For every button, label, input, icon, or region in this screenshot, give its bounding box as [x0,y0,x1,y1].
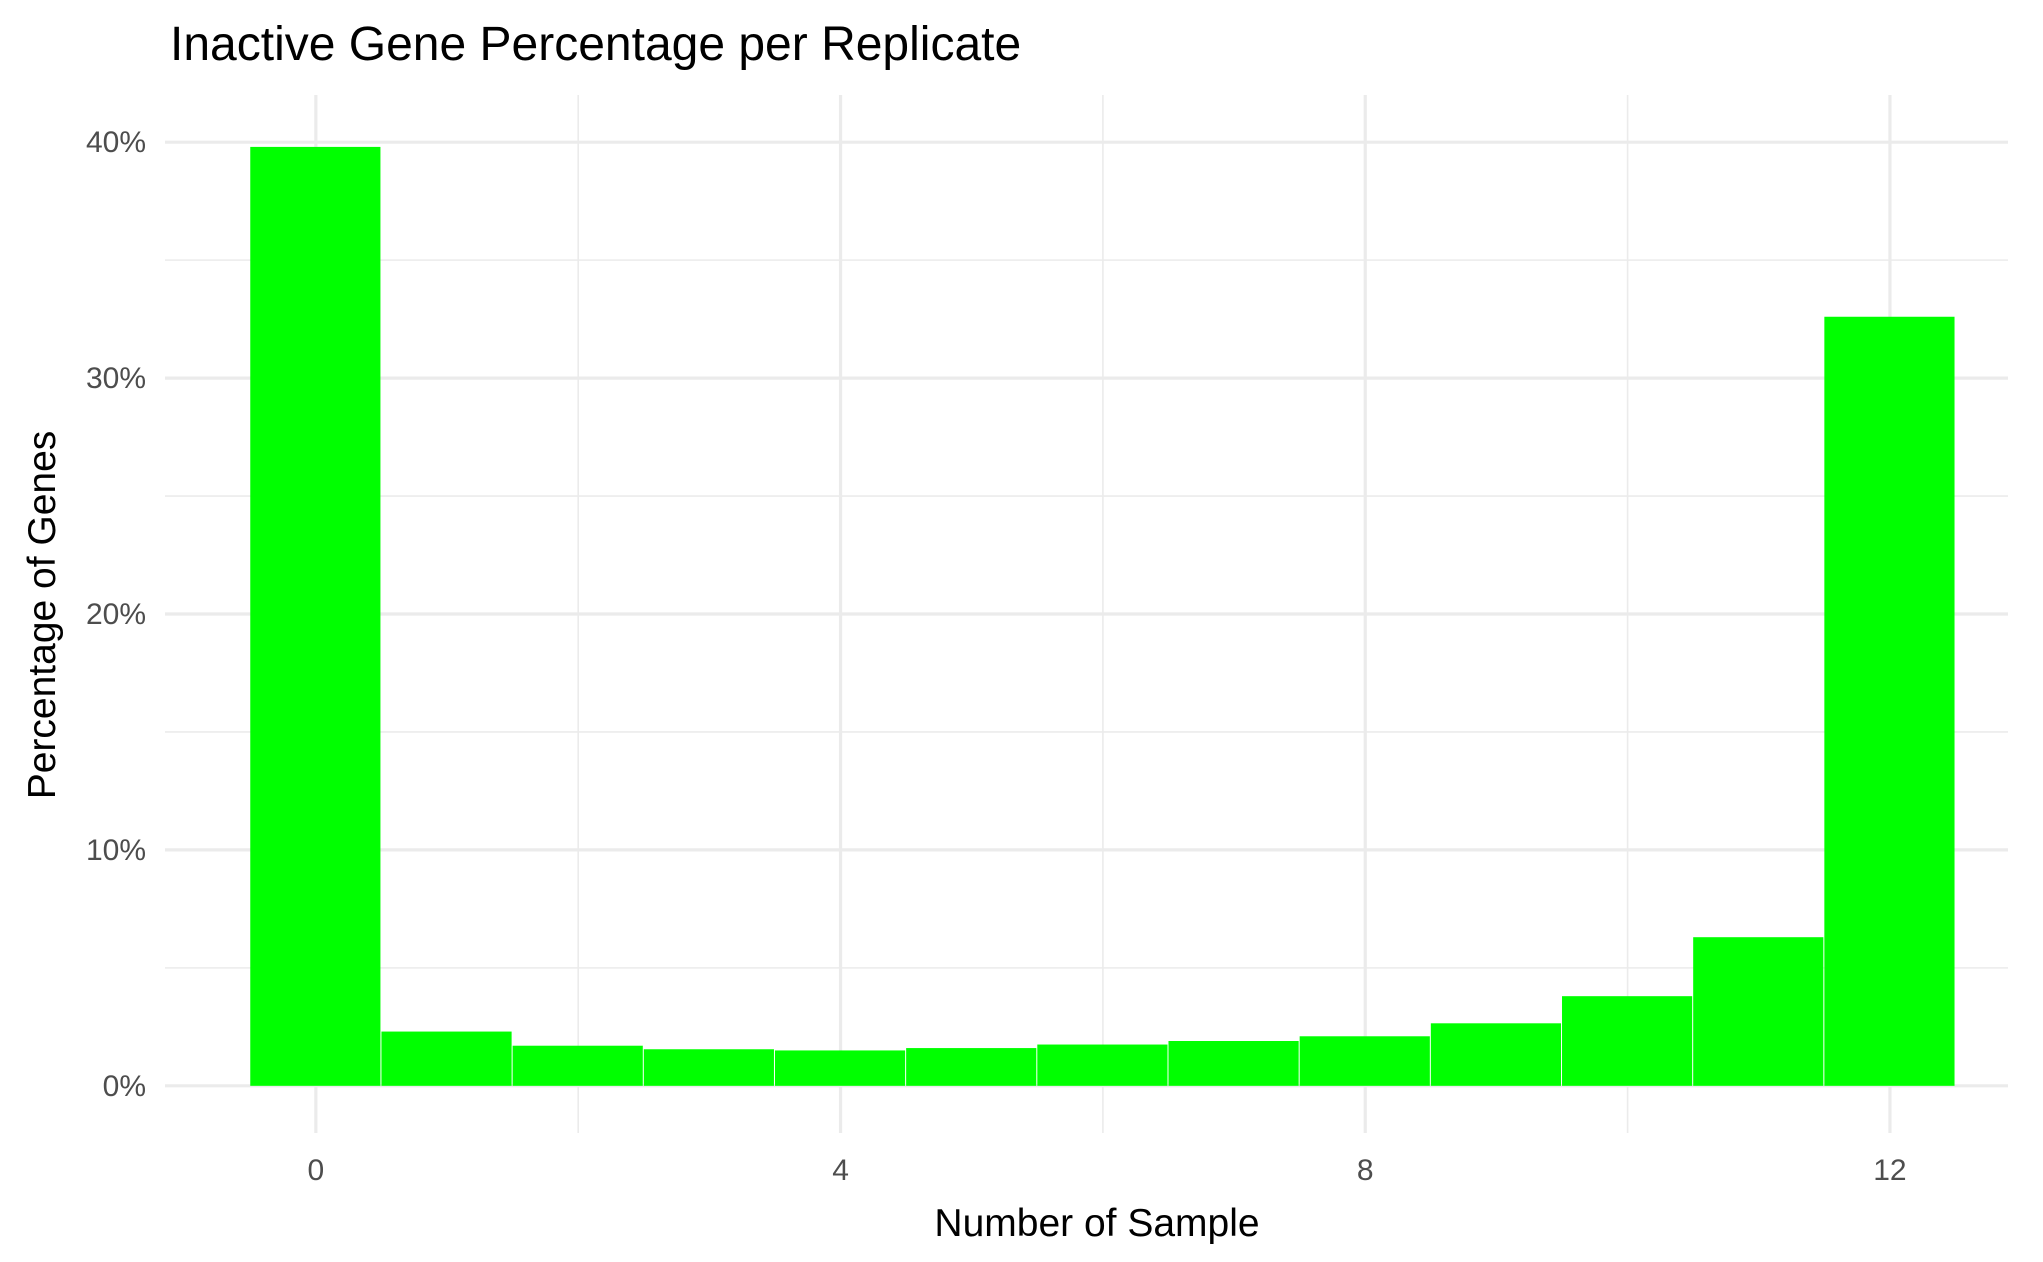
bars [250,146,1955,1086]
bar-12 [1824,316,1955,1086]
bar-10 [1562,996,1693,1086]
y-tick-label: 0% [103,1070,146,1103]
x-tick-label: 4 [832,1154,849,1187]
bar-11 [1693,937,1824,1086]
bar-1 [381,1031,512,1086]
y-tick-label: 20% [86,598,146,631]
bar-5 [906,1048,1037,1086]
x-tick-label: 0 [308,1154,325,1187]
bar-8 [1299,1036,1430,1086]
bar-4 [774,1050,906,1086]
x-axis-title: Number of Sample [934,1202,1259,1245]
bar-6 [1037,1044,1168,1086]
x-axis-ticks: 0 4 8 12 [308,1154,1907,1187]
bar-9 [1430,1023,1562,1086]
bar-0 [250,146,381,1086]
bar-7 [1168,1040,1299,1086]
y-axis-title: Percentage of Genes [21,431,64,800]
y-tick-label: 40% [86,126,146,159]
bar-2 [512,1045,643,1086]
y-tick-label: 10% [86,834,146,867]
x-tick-label: 12 [1873,1154,1906,1187]
y-tick-label: 30% [86,362,146,395]
chart-title: Inactive Gene Percentage per Replicate [170,18,1021,71]
bar-3 [643,1049,774,1086]
x-tick-label: 8 [1357,1154,1374,1187]
y-axis-ticks: 0% 10% 20% 30% 40% [86,126,146,1103]
